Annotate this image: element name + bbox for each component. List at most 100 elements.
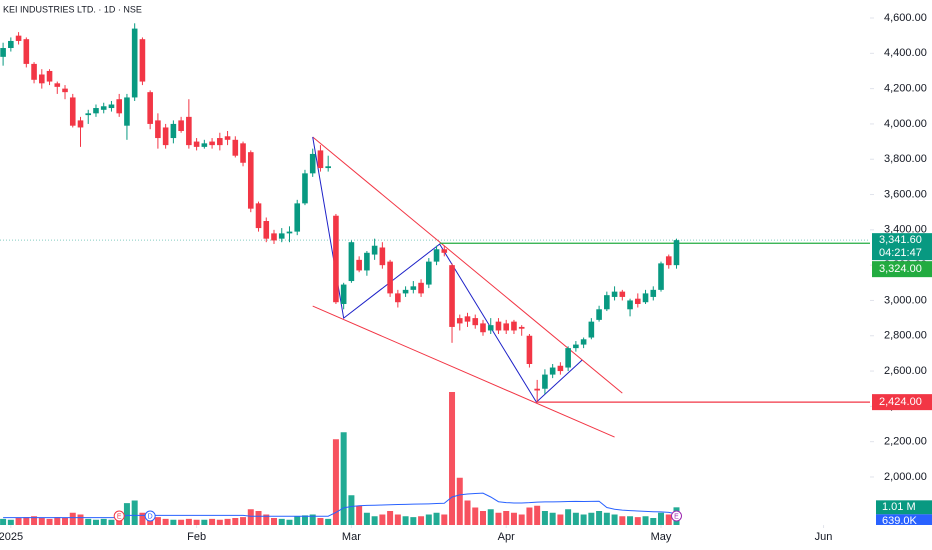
candle-body [472, 318, 479, 326]
volume-bar [170, 519, 177, 525]
candle-body [170, 123, 177, 139]
candle-body [402, 289, 409, 294]
candle-body [650, 289, 657, 297]
volume-bar [240, 517, 247, 525]
volume-bar [92, 519, 99, 525]
candle-body [441, 249, 448, 253]
countdown-label: 04:21:47 [879, 247, 922, 259]
candle-body [317, 150, 324, 169]
volume-bar [325, 518, 332, 525]
volume-bar [340, 432, 347, 525]
candle-body [549, 367, 556, 375]
volume-bar [356, 505, 363, 525]
candle-body [155, 120, 161, 139]
candle-body [271, 233, 277, 241]
volume-bar [286, 519, 293, 525]
x-tick-label: 2025 [0, 531, 23, 543]
candle-body [333, 215, 339, 303]
candle-body [247, 152, 254, 209]
volume-bar [464, 500, 471, 525]
y-tick-label: 4,200.00 [884, 83, 927, 95]
volume-bar [472, 507, 479, 525]
candle-body [108, 104, 115, 109]
candle-body [565, 348, 571, 368]
volume-bar [665, 514, 672, 525]
candle-body [340, 284, 347, 304]
candle-body [224, 136, 231, 140]
volume-bar [201, 519, 208, 525]
volume-bar [317, 518, 324, 525]
candle-body [278, 233, 285, 239]
volume-bar [38, 518, 45, 525]
level-label: 2,424.00 [879, 396, 922, 408]
volume-bar [263, 514, 270, 525]
candle-body [503, 323, 510, 331]
trend-line [312, 305, 615, 438]
volume-bar [410, 517, 417, 525]
event-marker [144, 510, 156, 522]
level-box [872, 261, 932, 278]
candle-body [604, 295, 610, 310]
candle-body [201, 143, 208, 147]
candle-body [480, 323, 486, 333]
event-marker [670, 510, 682, 522]
candle-body [23, 39, 30, 64]
x-tick-label: Apr [498, 531, 515, 543]
volume-bar [224, 518, 231, 525]
candle-body [379, 247, 386, 266]
candle-body [325, 166, 331, 169]
volume-bar [634, 517, 641, 525]
candle-body [627, 300, 633, 310]
event-label: D [148, 513, 153, 520]
volume-bar [658, 512, 665, 525]
volume-ma-box [876, 514, 932, 529]
x-tick-label: Feb [187, 531, 206, 543]
candle-body [364, 252, 370, 271]
candle-body [46, 70, 53, 82]
y-tick-label: 2,600.00 [884, 365, 927, 377]
volume-bar [31, 516, 38, 525]
candle-body [8, 40, 14, 49]
volume-bar [596, 511, 603, 525]
volume-bar [619, 516, 626, 525]
x-tick-label: May [651, 531, 672, 543]
event-marker [113, 510, 125, 522]
candle-body [15, 35, 22, 41]
candle-body [526, 335, 533, 365]
volume-bar [425, 514, 432, 525]
volume-bar [162, 518, 169, 525]
volume-bar [216, 519, 223, 525]
volume-bar [580, 514, 587, 525]
volume-bar [487, 509, 494, 525]
candle-body [456, 318, 463, 324]
volume-bar [77, 514, 84, 525]
volume-bar [232, 518, 239, 525]
candle-body [371, 245, 378, 255]
volume-bar [650, 518, 657, 525]
candle-body [139, 39, 146, 82]
volume-value-box [876, 500, 932, 515]
volume-bar [387, 511, 394, 525]
y-tick-label: 4,400.00 [884, 47, 927, 59]
volume-bar [332, 439, 339, 525]
volume-bar [62, 518, 69, 525]
volume-bar [193, 519, 200, 525]
candle-body [634, 298, 641, 304]
volume-bar [557, 514, 564, 525]
volume-bar [379, 514, 386, 525]
candle-body [0, 48, 6, 57]
candle-body [573, 344, 579, 349]
y-tick-label: 4,600.00 [884, 12, 927, 24]
y-tick-label: 3,000.00 [884, 294, 927, 306]
candle-body [162, 127, 169, 146]
volume-bar [534, 505, 541, 525]
volume-bar [294, 516, 301, 525]
candle-body [356, 259, 362, 271]
candle-body [596, 309, 602, 320]
candle-body [186, 116, 192, 146]
candle-body [658, 263, 664, 290]
volume-bar [154, 517, 161, 525]
volume-bar [54, 517, 61, 525]
candle-body [387, 261, 393, 294]
axis-strip [870, 525, 932, 550]
